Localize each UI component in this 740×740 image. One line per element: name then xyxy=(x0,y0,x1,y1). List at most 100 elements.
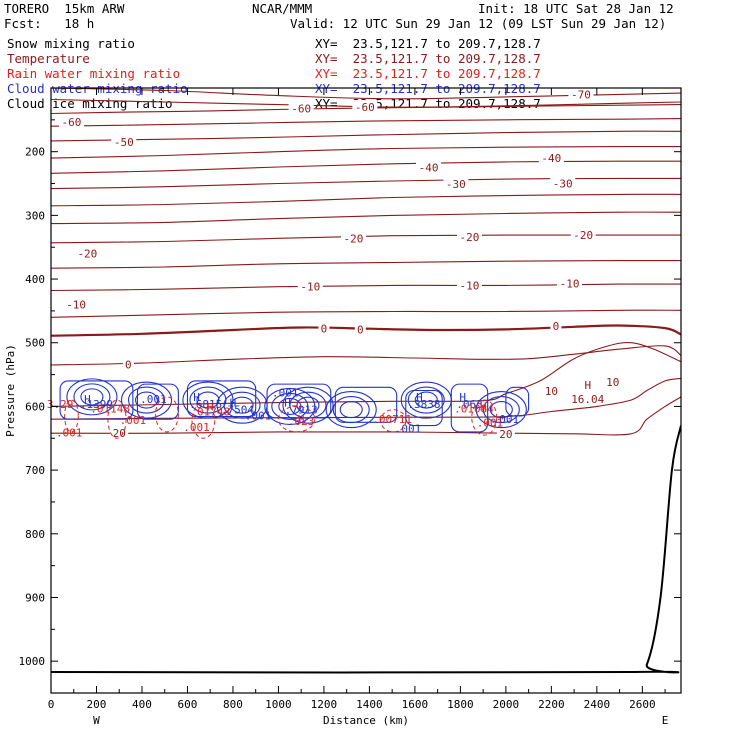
cloud-water-label: .063 xyxy=(456,398,483,411)
x-tick-label: 600 xyxy=(178,698,198,711)
y-tick-label: 200 xyxy=(25,146,45,159)
cloud-water-label: H xyxy=(230,397,237,410)
temperature-label-bg xyxy=(63,297,89,310)
field-name-temperature: Temperature xyxy=(7,51,90,66)
rain-water-contour xyxy=(380,409,407,433)
temperature-label-bg xyxy=(110,426,129,439)
cloud-water-label: H xyxy=(459,391,466,404)
cloud-water-label: .001 xyxy=(272,386,299,399)
x-tick-label: 2200 xyxy=(538,698,565,711)
temperature-label: -30 xyxy=(553,178,573,191)
temperature-label-bg xyxy=(354,322,366,335)
isotherm-m30 xyxy=(51,193,681,207)
temperature-label: 10 xyxy=(606,376,619,389)
temperature-label: -60 xyxy=(62,116,82,129)
temperature-label-bg xyxy=(542,384,561,397)
rain-water-contour xyxy=(155,396,179,433)
center-title: NCAR/MMM xyxy=(252,1,313,16)
temperature-label-bg xyxy=(352,100,378,113)
field-xy-temperature: XY= 23.5,121.7 to 209.7,128.7 xyxy=(315,51,541,66)
cloud-water-core xyxy=(400,381,452,419)
field-name-snow: Snow mixing ratio xyxy=(7,36,135,51)
x-tick-label: 2400 xyxy=(584,698,611,711)
west-endpoint-label: W xyxy=(93,714,100,727)
valid-time: Valid: 12 UTC Sun 29 Jan 12 (09 LST Sun … xyxy=(290,16,667,31)
temperature-label-bg xyxy=(496,426,515,439)
x-tick-label: 1200 xyxy=(311,698,338,711)
cloud-water-contour xyxy=(186,380,257,418)
cloud-water-contour xyxy=(334,386,398,423)
temperature-label: -60 xyxy=(355,101,375,114)
cloud-water-label: H xyxy=(284,397,291,410)
isotherm-m35 xyxy=(51,177,681,190)
plot-frame xyxy=(50,87,682,694)
cloud-water-contour xyxy=(405,389,443,427)
rain-water-label: .01084 xyxy=(454,402,494,415)
x-tick-label: 2000 xyxy=(493,698,520,711)
temperature-label: -40 xyxy=(419,162,439,175)
temperature-label-bg xyxy=(456,230,482,243)
cloud-water-label: .001 xyxy=(140,393,167,406)
cloud-water-core xyxy=(414,391,438,409)
temperature-label-bg xyxy=(570,228,596,241)
rain-water-label: .023 xyxy=(288,415,315,428)
x-tick-label: 1800 xyxy=(447,698,474,711)
field-xy-snow: XY= 23.5,121.7 to 209.7,128.7 xyxy=(315,36,541,51)
temperature-label: -20 xyxy=(573,229,593,242)
cloud-water-label: .1399 xyxy=(80,398,113,411)
field-xy-rain: XY= 23.5,121.7 to 209.7,128.7 xyxy=(315,66,541,81)
cloud-water-contour xyxy=(59,380,134,420)
temperature-label: 0 xyxy=(125,358,132,371)
rain-water-contours xyxy=(64,396,498,439)
y-tick-label: 400 xyxy=(25,273,45,286)
x-tick-label: 400 xyxy=(132,698,152,711)
temperature-label: 10 xyxy=(545,385,558,398)
rain-water-label: .01148 xyxy=(90,402,130,415)
temperature-label-bg xyxy=(550,176,576,189)
temperature-label-bg xyxy=(111,135,137,148)
cloud-water-core xyxy=(120,381,173,419)
temperature-label-bg xyxy=(443,177,469,190)
temperature-max-value: 16.04 xyxy=(571,393,604,406)
model-title: TORERO 15km ARW xyxy=(4,1,125,16)
east-endpoint-label: E xyxy=(662,714,669,727)
temperature-label: -20 xyxy=(77,248,97,261)
rain-water-label: .00711 xyxy=(372,413,412,426)
x-tick-label: 1000 xyxy=(265,698,292,711)
cloud-water-core xyxy=(289,391,327,419)
y-tick-label: 300 xyxy=(25,209,45,222)
cloud-water-core xyxy=(489,401,513,419)
x-tick-label: 1400 xyxy=(356,698,383,711)
y-axis-title: Pressure (hPa) xyxy=(4,344,17,437)
temperature-label-bg xyxy=(58,114,84,127)
isotherm-m50 xyxy=(51,130,681,142)
cloud-water-label: .001 xyxy=(395,423,422,436)
y-tick-label: 600 xyxy=(25,400,45,413)
cloud-water-label: H xyxy=(84,393,91,406)
isotherm-m60 xyxy=(51,104,681,115)
temperature-label: -60 xyxy=(291,102,311,115)
isotherm-m40 xyxy=(51,160,681,174)
temperature-label: -20 xyxy=(344,232,364,245)
cloud-water-core xyxy=(80,388,104,406)
cloud-water-label: .7504 xyxy=(221,404,254,417)
temperature-label: 0 xyxy=(553,320,560,333)
y-tick-label: 900 xyxy=(25,591,45,604)
temperature-label: 0 xyxy=(321,323,328,336)
init-time: Init: 18 UTC Sat 28 Jan 12 xyxy=(478,1,674,16)
cloud-water-contour xyxy=(450,383,489,433)
cloud-water-core xyxy=(475,391,527,429)
rain-water-contour xyxy=(471,399,498,436)
cloud-water-core xyxy=(127,386,166,414)
rain-water-contour xyxy=(64,399,79,433)
isotherm-m10 xyxy=(51,283,681,292)
rain-water-label: 3.29 xyxy=(47,398,74,411)
field-name-rain: Rain water mixing ratio xyxy=(7,66,181,81)
isotherm-0 xyxy=(51,324,681,337)
cloud-water-core xyxy=(264,387,316,425)
temperature-label-bg xyxy=(538,151,564,164)
temperature-label-bg xyxy=(557,276,583,289)
x-axis-title: Distance (km) xyxy=(323,714,409,727)
cloud-water-label: .6815 xyxy=(189,398,222,411)
